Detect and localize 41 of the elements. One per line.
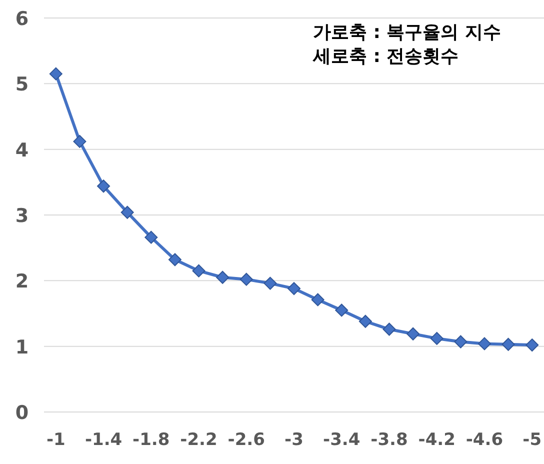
point	[168, 253, 182, 266]
point	[502, 338, 515, 351]
x-tick-label: -4.6	[466, 430, 504, 450]
point	[73, 134, 86, 148]
x-tick-label: -3	[284, 430, 304, 450]
point	[335, 304, 348, 317]
annotation: 세로축 : 전송횟수	[312, 46, 459, 67]
point	[49, 67, 62, 80]
point	[192, 264, 206, 278]
x-tick-label: -5	[522, 430, 542, 450]
point	[144, 230, 158, 244]
y-tick-label: 1	[15, 336, 29, 358]
x-tick-label: -3.4	[323, 430, 360, 450]
y-tick-label: 3	[15, 205, 29, 227]
x-tick-label: -3.8	[370, 430, 408, 450]
point	[454, 335, 468, 348]
x-tick-label: -2.6	[228, 430, 265, 450]
point	[97, 180, 110, 193]
point	[430, 332, 444, 345]
point	[240, 272, 253, 286]
y-tick-label: 5	[15, 74, 29, 96]
point	[264, 276, 277, 290]
y-tick-label: 6	[15, 8, 29, 30]
point	[526, 338, 539, 352]
point	[406, 327, 420, 340]
point	[478, 337, 491, 350]
x-tick-label: -1.4	[84, 430, 122, 450]
y-tick-label: 0	[15, 402, 29, 424]
point	[358, 314, 372, 328]
point	[382, 322, 396, 336]
point	[311, 293, 324, 306]
y-tick-label: 2	[15, 270, 29, 293]
point	[216, 270, 230, 284]
x-tick-label: -1	[46, 430, 66, 450]
y-tick-label: 4	[15, 139, 29, 162]
x-tick-label: -1.8	[132, 430, 170, 450]
x-tick-label: -2.2	[180, 430, 218, 450]
point	[288, 282, 300, 296]
x-tick-label: -4.2	[418, 430, 456, 450]
annotation: 가로축 : 복구율의 지수	[313, 22, 501, 43]
point	[120, 206, 134, 219]
